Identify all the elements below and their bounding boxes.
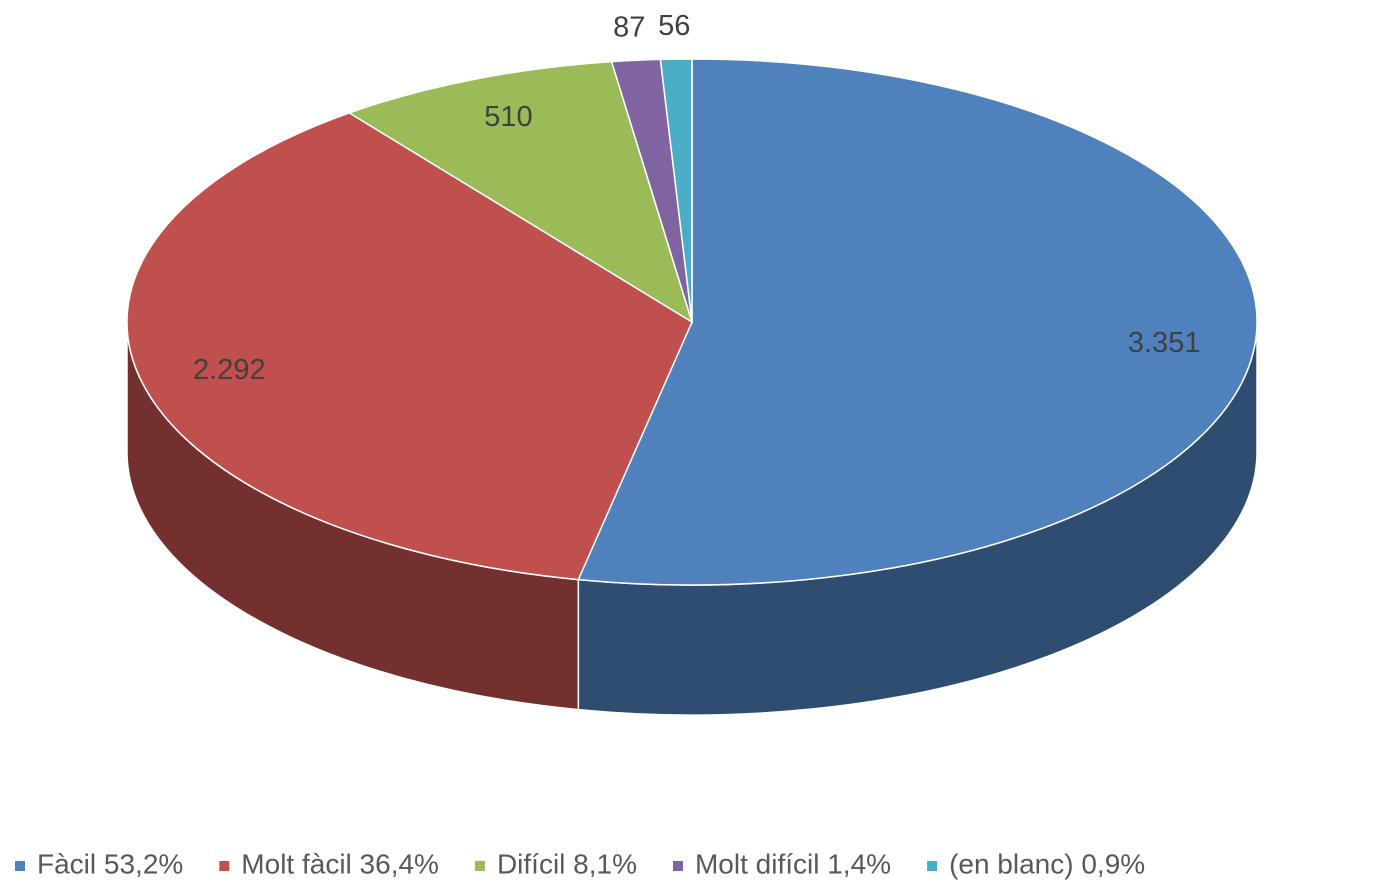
value-label: 2.292 [193,354,266,386]
value-label: 56 [658,10,690,42]
legend-swatch [672,861,683,871]
value-label: 510 [484,101,532,133]
legend-swatch [474,861,485,871]
legend-swatch [15,861,25,871]
legend-label: Molt fàcil 36,4% [241,848,439,879]
legend-label: Fàcil 53,2% [37,848,183,879]
value-label: 87 [613,12,645,44]
slice [659,58,693,323]
legend-swatch [927,861,938,871]
legend-label: (en blanc) 0,9% [949,848,1145,879]
slice [577,58,1258,586]
legend-label: Difícil 8,1% [497,848,637,879]
legend-swatch [219,861,230,871]
legend-label: Molt difícil 1,4% [695,848,891,879]
slice [347,60,694,324]
value-label: 3.351 [1128,327,1201,359]
slice [126,112,693,581]
